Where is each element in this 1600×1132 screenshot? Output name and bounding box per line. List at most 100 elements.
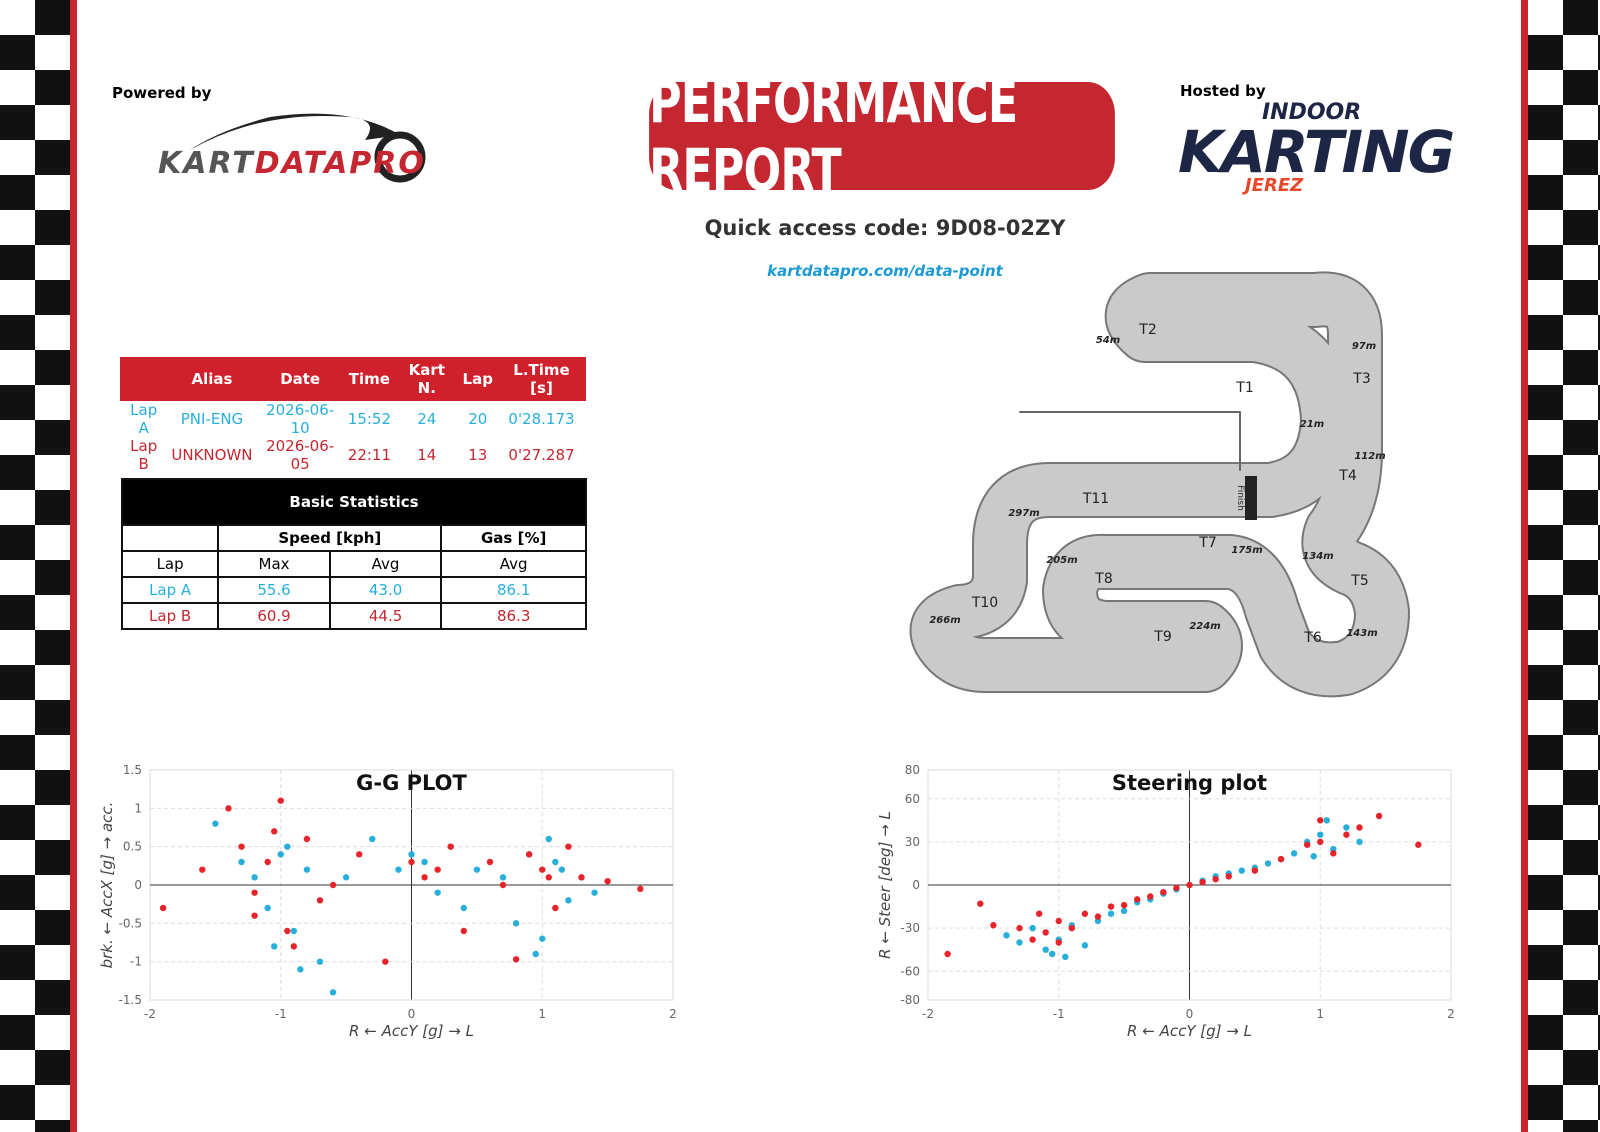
data-point bbox=[545, 874, 552, 881]
y-axis-label: brk. ← AccX [g] → acc. bbox=[98, 802, 116, 969]
turn-label: T8 bbox=[1094, 571, 1112, 587]
turn-label: T7 bbox=[1198, 535, 1216, 551]
cell: 13 bbox=[468, 446, 488, 464]
data-point bbox=[1356, 824, 1363, 831]
data-point bbox=[990, 922, 997, 929]
data-point bbox=[329, 989, 337, 996]
x-tick-label: 1 bbox=[538, 1007, 546, 1021]
y-tick-label: 80 bbox=[905, 763, 920, 777]
cell: PNI-ENG bbox=[180, 410, 244, 428]
red-stripe bbox=[1521, 0, 1528, 1132]
x-tick-label: -1 bbox=[1053, 1007, 1065, 1021]
cell: 86.3 bbox=[440, 602, 587, 630]
data-point bbox=[159, 904, 167, 912]
data-point bbox=[290, 943, 298, 950]
cell: 15:52 bbox=[347, 410, 392, 428]
stats-table: Basic Statistics Speed [kph] Gas [%] Lap Max… bbox=[120, 478, 587, 630]
data-point bbox=[1199, 878, 1206, 886]
finish-line bbox=[1245, 476, 1257, 520]
data-point bbox=[604, 877, 611, 885]
y-tick-label: 60 bbox=[905, 792, 920, 806]
turn-distance: 175m bbox=[1231, 545, 1262, 556]
cell: Lap A bbox=[130, 401, 158, 437]
turn-distance: 54m bbox=[1096, 335, 1120, 346]
data-point bbox=[303, 835, 311, 843]
x-tick-label: -2 bbox=[922, 1007, 934, 1021]
data-point bbox=[1055, 917, 1062, 925]
data-point bbox=[271, 828, 278, 835]
data-point bbox=[565, 897, 572, 904]
data-point bbox=[1042, 946, 1049, 953]
data-point bbox=[499, 874, 507, 881]
x-tick-label: 1 bbox=[1316, 1007, 1324, 1021]
turn-label: T11 bbox=[1082, 491, 1109, 507]
data-point bbox=[421, 858, 428, 866]
data-point bbox=[1317, 838, 1324, 846]
turn-label: T2 bbox=[1138, 322, 1156, 338]
data-point bbox=[1356, 838, 1363, 846]
chart-title: Steering plot bbox=[1112, 771, 1267, 795]
data-point bbox=[578, 874, 585, 881]
data-point bbox=[1330, 850, 1337, 857]
data-point bbox=[1107, 903, 1115, 910]
cell: Lap A bbox=[120, 576, 220, 604]
cell: 20 bbox=[468, 410, 488, 428]
cell: 0'28.173 bbox=[508, 410, 575, 428]
x-tick-label: 2 bbox=[669, 1007, 677, 1021]
data-point bbox=[1415, 841, 1422, 848]
data-point bbox=[512, 920, 520, 927]
y-tick-label: -80 bbox=[900, 993, 920, 1007]
turn-distance: 97m bbox=[1352, 341, 1376, 352]
cell: 2026-06-10 bbox=[266, 401, 335, 437]
data-point bbox=[303, 866, 311, 873]
data-point bbox=[251, 912, 258, 919]
data-point bbox=[1068, 924, 1076, 932]
header-cell: Alias bbox=[167, 357, 257, 401]
cell: 0'27.287 bbox=[508, 446, 575, 464]
data-point bbox=[1016, 939, 1023, 946]
data-point bbox=[1317, 831, 1324, 838]
turn-distance: 21m bbox=[1300, 419, 1324, 430]
hosted-by: Hosted by bbox=[1180, 82, 1266, 100]
link[interactable]: kartdatapro.com/data-point bbox=[767, 262, 1003, 280]
data-point bbox=[1120, 901, 1128, 909]
turn-label: T3 bbox=[1352, 371, 1370, 387]
column-header: Avg bbox=[328, 550, 443, 578]
data-point bbox=[277, 797, 284, 804]
data-point bbox=[369, 835, 376, 843]
data-point bbox=[297, 966, 304, 973]
lap-row: Lap A PNI-ENG 2026-06-10 15:52 24 20 0'28.173 bbox=[120, 401, 586, 437]
data-point bbox=[225, 805, 232, 812]
column-header: Lap bbox=[120, 550, 220, 578]
turn-distance: 112m bbox=[1354, 451, 1385, 462]
cell: 22:11 bbox=[347, 446, 392, 464]
x-tick-label: 2 bbox=[1447, 1007, 1455, 1021]
data-point bbox=[447, 843, 454, 850]
turn-distance: 143m bbox=[1346, 628, 1377, 639]
y-axis-label: R ← Steer [deg] → L bbox=[876, 811, 894, 959]
turn-distance: 266m bbox=[929, 615, 960, 626]
data-point bbox=[316, 958, 324, 965]
data-point bbox=[316, 897, 324, 904]
y-tick-label: 0 bbox=[912, 878, 920, 892]
turn-label: T10 bbox=[971, 595, 998, 611]
host-indoor: INDOOR bbox=[1262, 100, 1362, 125]
turn-distance: 134m bbox=[1302, 551, 1333, 562]
turn-label: T1 bbox=[1235, 380, 1253, 396]
data-point bbox=[944, 950, 951, 958]
cell: 2026-06-05 bbox=[266, 437, 335, 473]
y-tick-label: -0.5 bbox=[119, 916, 142, 930]
data-point bbox=[1212, 876, 1219, 883]
data-point bbox=[565, 843, 572, 850]
kartdatapro-logo: KARTDATAPRO bbox=[158, 113, 426, 183]
data-point bbox=[251, 889, 258, 896]
cell: 86.1 bbox=[440, 576, 587, 604]
column-row: Lap Max Avg Avg bbox=[120, 550, 587, 578]
data-point bbox=[977, 900, 984, 907]
data-point bbox=[238, 858, 245, 866]
x-tick-label: -1 bbox=[275, 1007, 287, 1021]
data-point bbox=[558, 866, 566, 873]
